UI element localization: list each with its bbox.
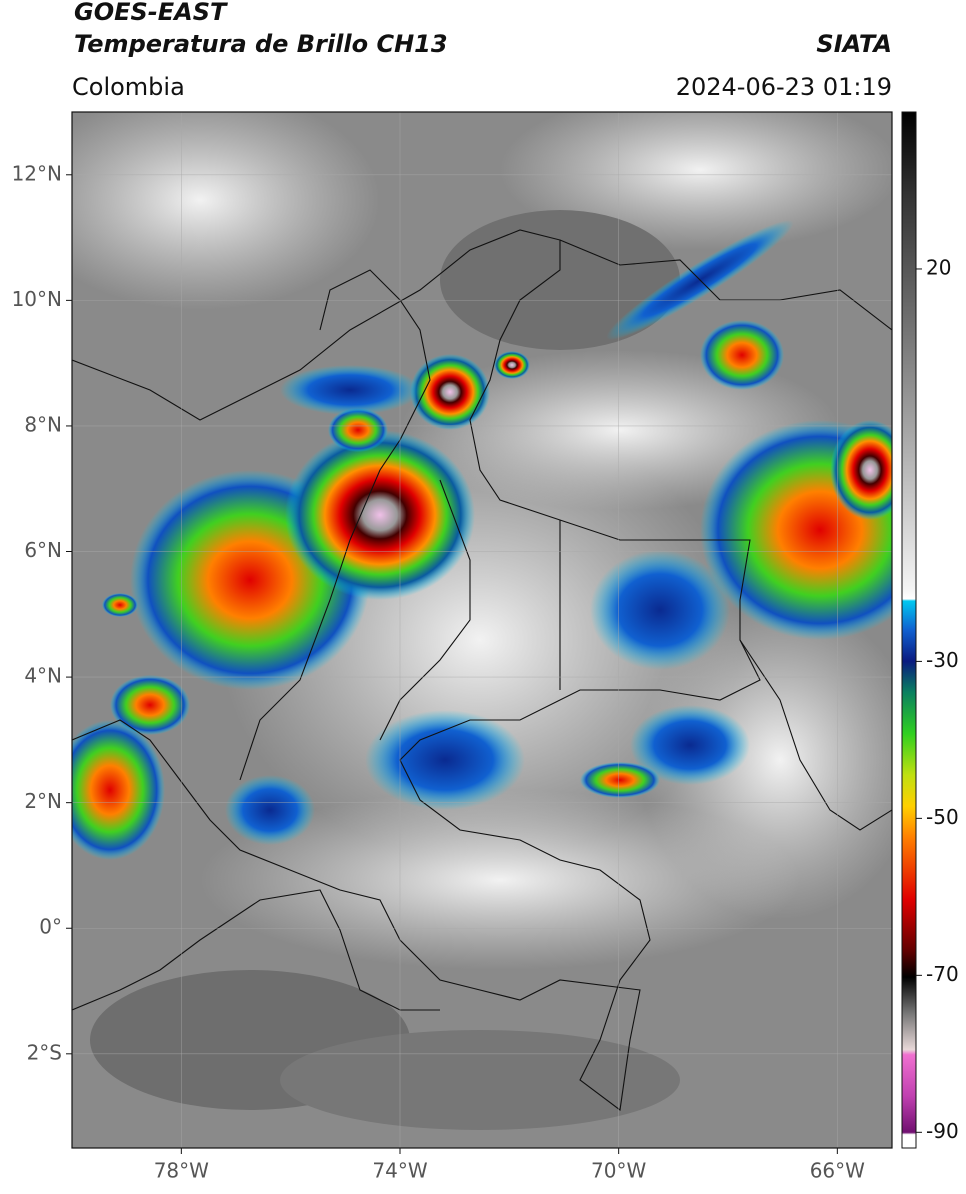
- convection: [72, 720, 165, 860]
- convection: [700, 320, 784, 390]
- convection: [280, 365, 420, 415]
- subtitle: Temperatura de Brillo CH13: [74, 30, 448, 58]
- satellite-image: [72, 112, 892, 1148]
- convection: [410, 354, 490, 430]
- convection: [590, 550, 730, 670]
- x-tick-label: 78°W: [154, 1159, 209, 1183]
- clear-area: [440, 210, 680, 350]
- convection: [285, 430, 475, 600]
- y-tick-label: 8°N: [24, 412, 62, 436]
- cloud: [72, 112, 380, 310]
- cloud: [200, 790, 800, 970]
- border: [72, 889, 440, 1011]
- border: [559, 239, 892, 331]
- y-tick-label: 4°N: [24, 664, 62, 688]
- border: [72, 229, 761, 1111]
- x-tick-label: 74°W: [372, 1159, 427, 1183]
- convection: [494, 351, 530, 379]
- x-tick-label: 66°W: [810, 1159, 865, 1183]
- colorbar-label: 20: [926, 255, 951, 279]
- clear-area: [280, 1030, 680, 1130]
- border: [379, 479, 471, 741]
- colorbar-label: -30: [926, 648, 959, 672]
- convection: [102, 593, 138, 617]
- title: GOES-EAST: [74, 0, 228, 26]
- region: Colombia: [72, 73, 185, 101]
- convection: [830, 420, 892, 520]
- y-tick-label: 10°N: [12, 287, 62, 311]
- colorbar-label: -90: [926, 1119, 959, 1143]
- convection: [225, 775, 315, 845]
- datetime: 2024-06-23 01:19: [676, 73, 892, 101]
- convection: [110, 675, 190, 735]
- cloud: [640, 600, 892, 920]
- y-tick-label: 2°N: [24, 789, 62, 813]
- y-tick-label: 0°: [39, 915, 62, 939]
- y-tick-label: 6°N: [24, 538, 62, 562]
- y-tick-label: 2°S: [27, 1040, 62, 1064]
- x-tick-label: 70°W: [591, 1159, 646, 1183]
- map-frame: [71, 111, 893, 1149]
- map-axes: [72, 112, 892, 1148]
- convection: [630, 705, 750, 785]
- colorbar: [901, 111, 917, 1149]
- colorbar-label: -70: [926, 962, 959, 986]
- colorbar-label: -50: [926, 805, 959, 829]
- convection: [328, 408, 388, 452]
- y-tick-label: 12°N: [12, 161, 62, 185]
- border: [739, 639, 892, 831]
- source: SIATA: [816, 30, 892, 58]
- convection: [365, 710, 525, 810]
- convection: [580, 762, 660, 798]
